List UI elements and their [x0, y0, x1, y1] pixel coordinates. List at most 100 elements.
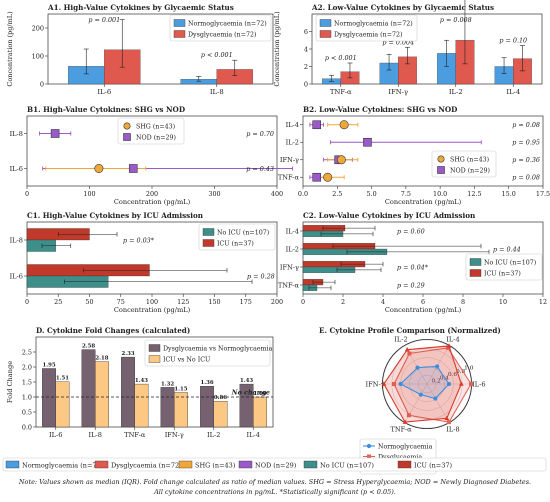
x-tick-label: 300: [208, 190, 220, 198]
x-tick-label: 2: [341, 298, 345, 306]
x-axis-label: Concentration (pg/mL): [114, 198, 191, 206]
x-tick-label: 2.5: [332, 190, 342, 198]
y-tick-label: 4: [304, 46, 308, 54]
p-value-annotation: p = 0.04*: [397, 263, 429, 271]
radar-point: [404, 347, 410, 352]
panel-B1-legend-marker: [123, 133, 131, 141]
panel-C1-legend-label: ICU (n=37): [217, 241, 254, 248]
x-axis-label: Concentration (pg/mL): [385, 198, 462, 206]
bar: [95, 361, 109, 428]
radar-point: [446, 343, 452, 348]
panel-A1-legend-label: Dysglycaemia (n=72): [188, 32, 256, 39]
bar-value-label: 1.15: [174, 387, 187, 393]
p-value-annotation: p = 0.10: [499, 37, 527, 45]
y-tick-label: IL-6: [10, 165, 23, 173]
y-tick-label: 0: [40, 81, 44, 89]
panel-C2-legend-label: No ICU (n=107): [484, 260, 536, 267]
radar-tick-label: 1.0: [464, 366, 474, 372]
bottom-legend-swatch: [178, 460, 193, 469]
y-tick-label: IL-4: [286, 227, 299, 235]
y-tick-label: TNF-α: [278, 174, 300, 182]
x-tick-label: 75: [117, 298, 125, 306]
radar-axis-label: IL-2: [394, 336, 407, 344]
radar-legend-label: Normoglycaemia: [378, 443, 433, 450]
panel-B2-title: B2. Low-Value Cytokines: SHG vs NOD: [303, 105, 457, 114]
panel-B1-title: B1. High-Value Cytokines: SHG vs NOD: [27, 105, 185, 114]
radar-point: [446, 381, 452, 387]
y-tick-label: IFN-γ: [280, 263, 299, 271]
panel-C1-legend: [198, 223, 276, 251]
x-tick-label: 0.0: [298, 190, 308, 198]
y-tick-label: 0: [304, 81, 308, 89]
y-tick-label: IL-2: [286, 245, 299, 253]
radar-spoke: [426, 383, 450, 423]
footnote-line-1: Note: Values shown as median (IQR). Fold…: [18, 478, 531, 486]
bar: [42, 368, 56, 428]
y-tick-label: 100: [32, 53, 44, 61]
nod-marker: [50, 129, 60, 138]
y-tick-label: 0.5: [22, 409, 32, 417]
radar-point: [402, 419, 408, 424]
radar-point: [435, 364, 440, 369]
p-value-annotation: p = 0.001: [88, 16, 120, 24]
bottom-legend-swatch: [5, 460, 20, 469]
bar: [160, 387, 175, 428]
panel-B2-legend-marker: [437, 155, 445, 163]
radar-tick-label: 0.4: [440, 375, 450, 381]
x-tick-label: IFN-γ: [388, 88, 408, 96]
bar: [174, 392, 188, 428]
radar-point: [418, 392, 423, 397]
x-tick-label: 12: [539, 298, 547, 306]
radar-axis-label: IL-6: [472, 381, 485, 389]
x-tick-label: 15.0: [502, 190, 516, 198]
y-tick-label: IL-8: [10, 236, 23, 244]
panel-D-legend: [144, 339, 271, 367]
bar: [121, 356, 135, 428]
bar-value-label: 1.32: [161, 381, 174, 387]
x-tick-label: 5.0: [366, 190, 376, 198]
p-value-annotation: p = 0.43: [246, 165, 274, 173]
panel-D-legend-swatch: [148, 355, 161, 363]
p-value-annotation: p = 0.95: [512, 139, 540, 147]
x-tick-label: 6: [421, 298, 425, 306]
x-tick-label: IL-6: [97, 88, 111, 96]
panel-A1-legend: [169, 14, 272, 42]
y-tick-label: IL-4: [286, 121, 299, 129]
radar-axis-label: IL-8: [446, 425, 459, 433]
y-tick-label: 200: [32, 25, 44, 33]
panel-C1-legend-label: No ICU (n=107): [217, 230, 269, 237]
bar-value-label: 2.58: [82, 344, 95, 350]
panel-A1-legend-swatch: [173, 30, 186, 38]
x-tick-label: 150: [208, 298, 220, 306]
radar-point: [392, 382, 396, 386]
bar: [81, 349, 96, 428]
x-tick-label: IL-6: [49, 431, 62, 439]
radar-axis-label: IFN-γ: [366, 381, 385, 389]
panel-B1-legend-label: SHG (n=43): [136, 124, 175, 131]
panel-D-legend-label: ICU vs No ICU: [163, 357, 211, 364]
p-value-annotation: p = 0.60: [397, 227, 425, 235]
panel-A1-legend-label: Normoglycaemia (n=72): [188, 21, 267, 28]
x-tick-label: 10: [499, 298, 507, 306]
panel-B2-frame: [302, 115, 544, 187]
radar-tick-label: 0.6: [448, 372, 458, 378]
p-value-annotation: p = 0.03*: [123, 236, 155, 244]
x-axis-label: Concentration (pg/mL): [114, 306, 191, 314]
x-tick-label: TNF-α: [124, 431, 146, 439]
panel-C2-legend-swatch: [469, 258, 482, 266]
radar-point: [444, 415, 450, 421]
y-tick-label: 1.5: [22, 379, 32, 387]
radar-legend-label: Dysglycaemia: [378, 454, 422, 461]
radar-tick-label: 0.2: [432, 379, 442, 385]
x-tick-label: 7.5: [401, 190, 411, 198]
p-value-annotation: p = 0.008: [440, 16, 472, 24]
y-tick-label: 1.0: [22, 394, 32, 402]
panel-A2-legend: [315, 14, 418, 42]
panel-A2-legend-label: Normoglycaemia (n=72): [334, 21, 413, 28]
x-tick-label: 12.5: [467, 190, 481, 198]
shg-marker: [94, 164, 104, 174]
p-value-annotation: p < 0.001: [201, 51, 233, 59]
p-value-annotation: p < 0.001: [325, 54, 357, 62]
bar: [253, 396, 267, 428]
y-axis-label: Fold Change: [6, 361, 14, 403]
